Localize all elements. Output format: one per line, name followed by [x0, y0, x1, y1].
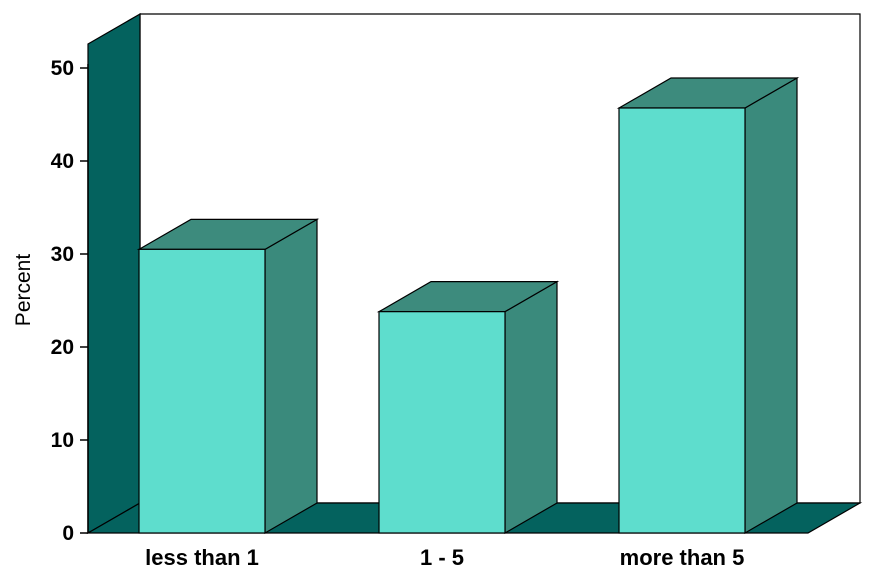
y-tick-label: 20 [51, 336, 74, 359]
bar-front [618, 107, 746, 534]
x-tick-label: less than 1 [145, 545, 259, 570]
y-tick-label: 40 [51, 150, 74, 173]
x-tick-label: more than 5 [620, 545, 745, 570]
bar [376, 280, 560, 535]
side-wall [87, 12, 141, 535]
bar-side [504, 280, 558, 535]
x-axis: less than 1 1 - 5 more than 5 [145, 545, 744, 570]
y-axis: 0 10 20 30 40 50 [51, 57, 89, 545]
bar [136, 218, 320, 535]
y-tick-label: 10 [51, 429, 74, 452]
y-tick-label: 50 [51, 57, 74, 80]
bar-side [264, 218, 318, 535]
y-axis-title: Percent [12, 254, 35, 327]
bar-side [744, 76, 798, 535]
y-tick-label: 0 [62, 522, 74, 545]
bar-front [378, 311, 506, 534]
chart-bars [136, 76, 800, 535]
y-tick-label: 30 [51, 243, 74, 266]
bar [616, 76, 800, 535]
bar-front [138, 248, 266, 534]
x-tick-label: 1 - 5 [420, 545, 464, 570]
